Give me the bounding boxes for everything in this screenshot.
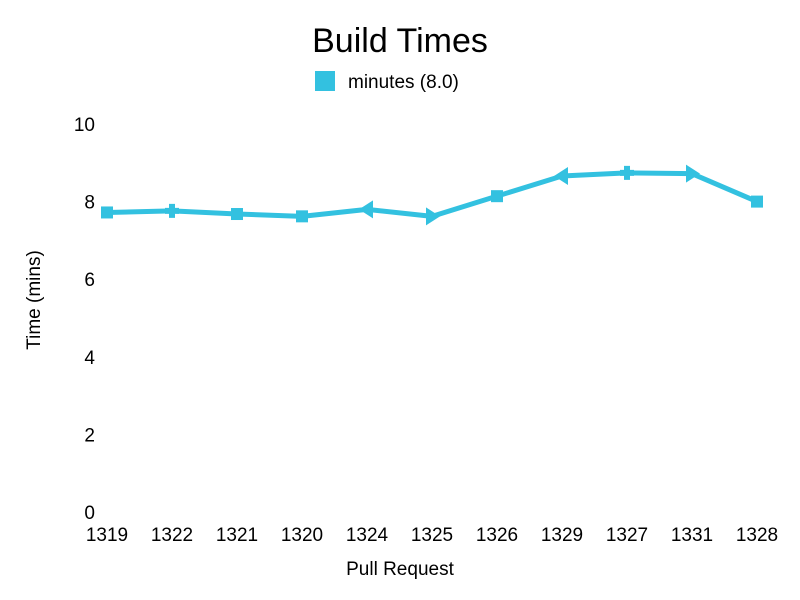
x-tick-label: 1329 [541,525,583,546]
y-tick-label: 4 [84,348,95,369]
x-tick-label: 1325 [411,525,453,546]
data-point-marker [686,164,700,183]
y-tick-label: 2 [84,425,95,446]
data-point-marker [165,203,179,218]
y-tick-label: 8 [84,193,95,214]
x-tick-label: 1324 [346,525,389,546]
x-tick-label: 1319 [86,525,128,546]
x-axis-ticks: 1319 1322 1321 1320 1324 1325 1326 1329 1327 1331… [86,525,778,546]
y-axis-ticks: 0 2 4 6 8 10 [74,115,96,524]
x-tick-label: 1327 [606,525,648,546]
x-tick-label: 1321 [216,525,258,546]
data-point-marker [101,206,113,219]
x-tick-label: 1322 [151,525,193,546]
y-tick-label: 0 [84,503,95,524]
x-tick-label: 1331 [671,525,713,546]
y-tick-label: 6 [84,270,95,291]
y-axis-label: Time (mins) [24,250,45,350]
series-layer [101,164,763,226]
data-point-marker [231,208,243,221]
chart-title: Build Times [312,22,488,60]
data-point-marker [620,165,634,180]
data-point-marker [751,195,763,208]
y-tick-label: 10 [74,115,95,136]
data-point-marker [359,200,373,219]
data-point-marker [296,210,308,223]
x-axis-label: Pull Request [346,559,454,580]
series-line [104,170,760,219]
legend: minutes (8.0) [315,71,459,93]
data-point-marker [554,166,568,185]
x-tick-label: 1328 [736,525,778,546]
data-point-marker [491,190,503,203]
legend-label: minutes (8.0) [348,72,459,93]
data-point-marker [426,207,440,226]
x-tick-label: 1326 [476,525,518,546]
x-tick-label: 1320 [281,525,323,546]
legend-swatch [315,71,335,91]
